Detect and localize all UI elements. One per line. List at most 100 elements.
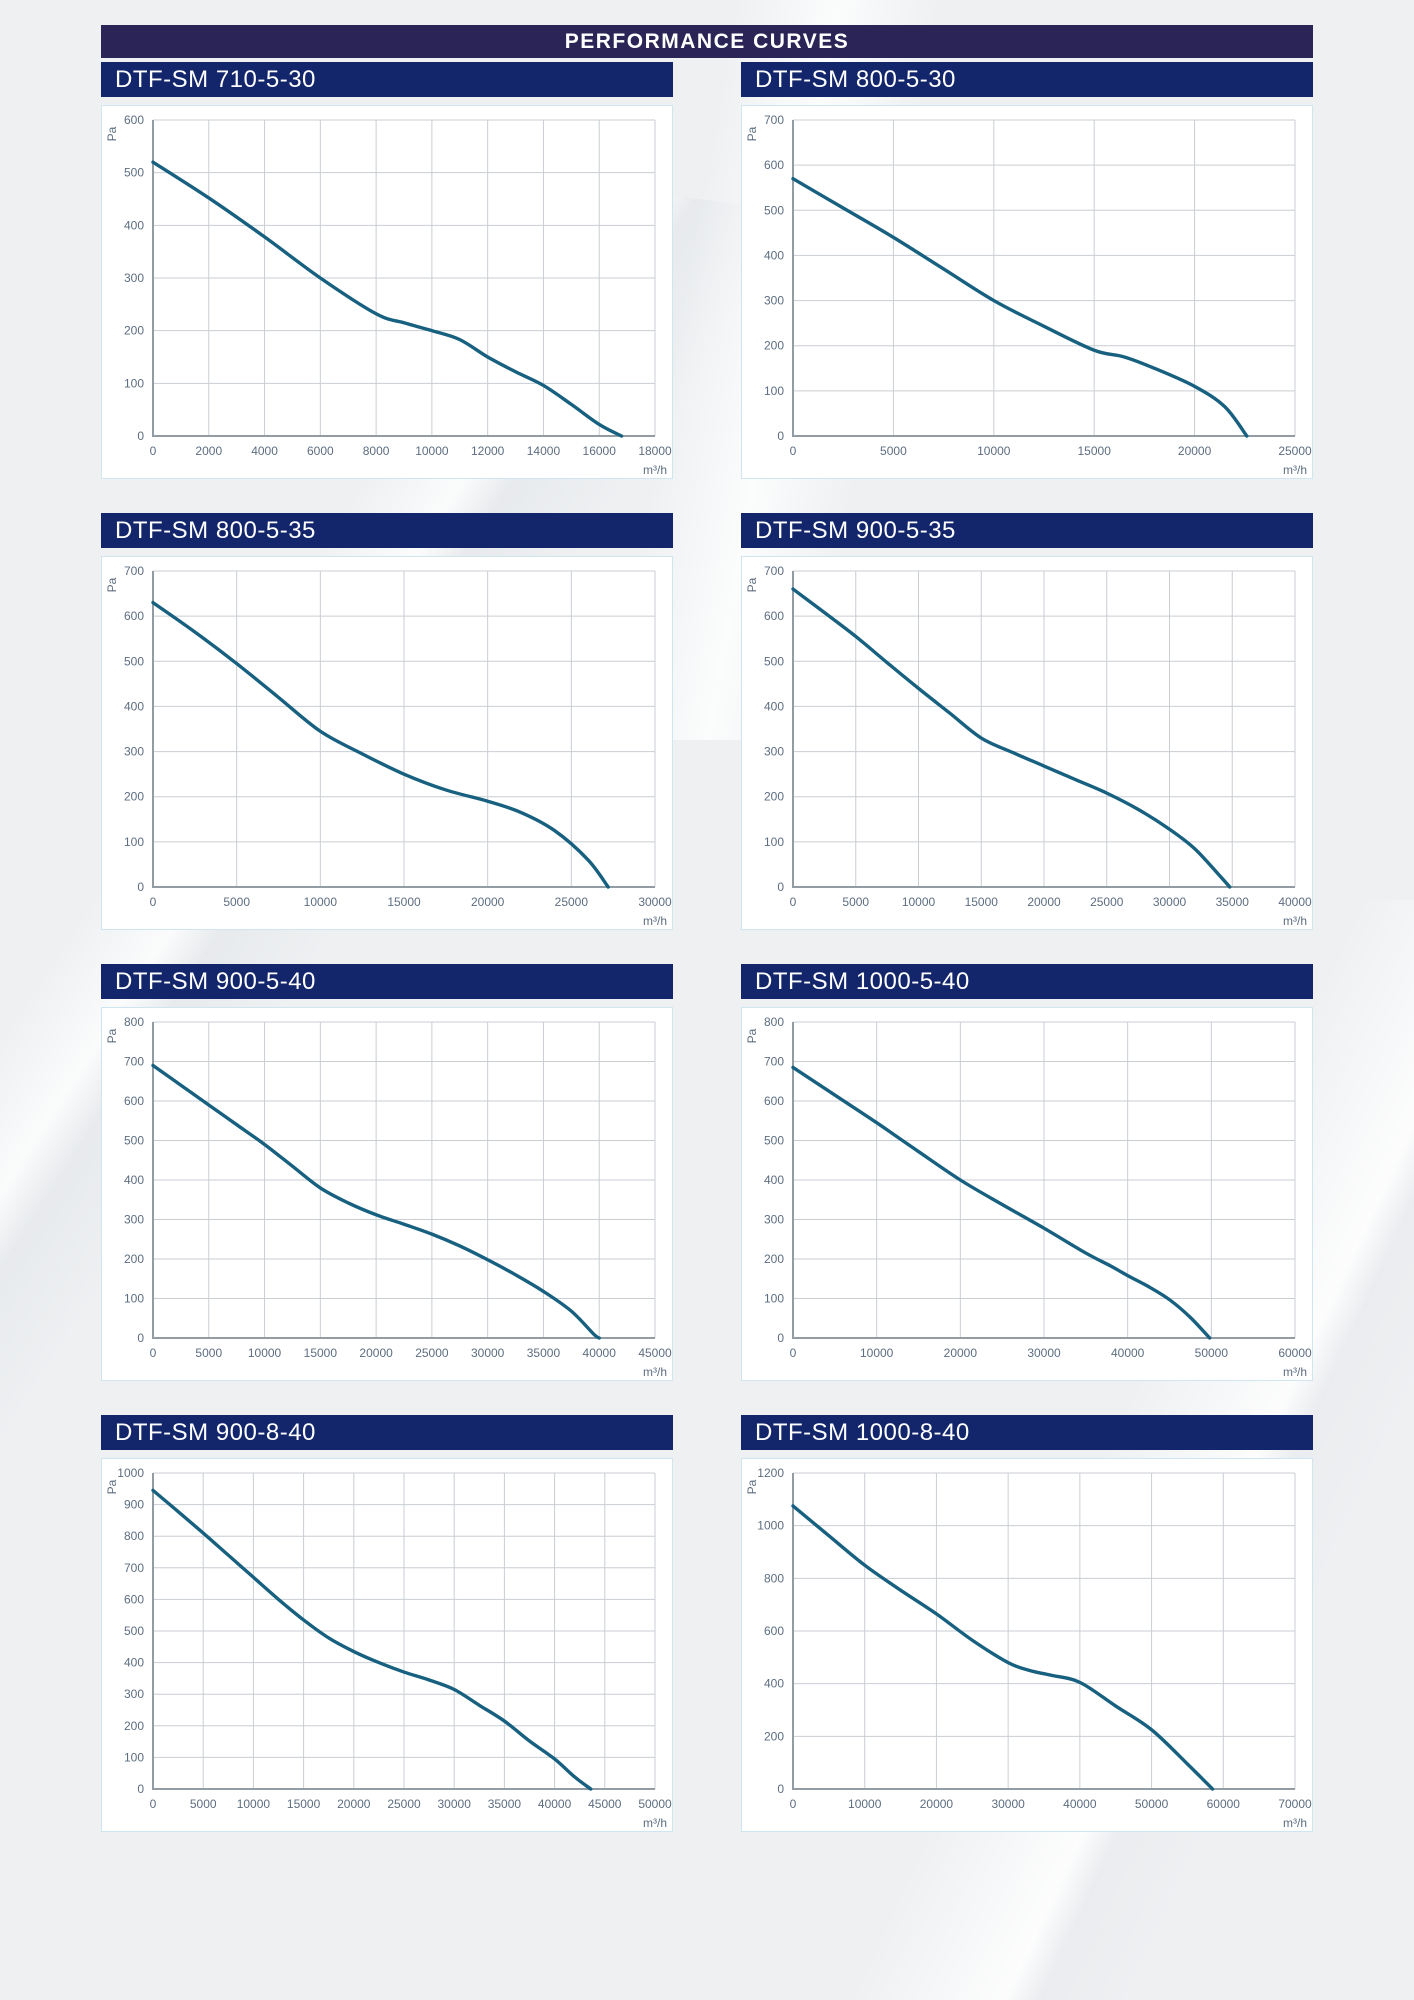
x-tick-label: 8000	[363, 444, 390, 458]
x-tick-label: 16000	[583, 444, 617, 458]
y-tick-label: 300	[764, 1213, 784, 1227]
x-tick-label: 30000	[1027, 1346, 1061, 1360]
x-tick-label: 35000	[488, 1797, 522, 1811]
x-tick-label: 25000	[1090, 895, 1124, 909]
x-tick-label: 20000	[359, 1346, 393, 1360]
x-tick-label: 45000	[638, 1346, 672, 1360]
y-tick-label: 100	[764, 384, 784, 398]
chart-title: DTF-SM 710-5-30	[101, 62, 673, 97]
y-tick-label: 400	[764, 1173, 784, 1187]
x-tick-label: 70000	[1278, 1797, 1312, 1811]
chart-block-dtf-sm-900-8-40: DTF-SM 900-8-40 0 100 200 300 400 500 600 700 800…	[101, 1415, 673, 1832]
x-tick-label: 0	[150, 895, 157, 909]
y-tick-label: 300	[764, 745, 784, 759]
performance-curve-plot: 0 100 200 300 400 500 600 700 800 0 5000 10000 15000…	[105, 1015, 672, 1379]
y-tick-label: 400	[124, 218, 144, 232]
y-tick-label: 800	[764, 1571, 784, 1585]
x-tick-label: 60000	[1278, 1346, 1312, 1360]
chart-block-dtf-sm-800-5-30: DTF-SM 800-5-30 0 100 200 300 400 500 600 700 0 50…	[741, 62, 1313, 479]
x-axis-unit-label: m³/h	[643, 914, 667, 928]
x-tick-label: 20000	[1027, 895, 1061, 909]
x-tick-label: 10000	[848, 1797, 882, 1811]
chart-title: DTF-SM 1000-5-40	[741, 964, 1313, 999]
x-axis-unit-label: m³/h	[643, 1816, 667, 1830]
y-axis-unit-label: Pa	[745, 1028, 759, 1043]
y-axis-unit-label: Pa	[105, 1028, 119, 1043]
y-tick-label: 800	[124, 1015, 144, 1029]
y-axis-unit-label: Pa	[745, 577, 759, 592]
x-axis-unit-label: m³/h	[1283, 1365, 1307, 1379]
x-tick-label: 45000	[588, 1797, 622, 1811]
x-tick-label: 15000	[304, 1346, 338, 1360]
y-tick-label: 200	[124, 1252, 144, 1266]
x-tick-label: 60000	[1207, 1797, 1241, 1811]
y-axis-unit-label: Pa	[105, 577, 119, 592]
x-tick-label: 0	[790, 444, 797, 458]
y-tick-label: 0	[137, 880, 144, 894]
y-tick-label: 0	[777, 1782, 784, 1796]
x-tick-label: 10000	[902, 895, 936, 909]
x-tick-label: 40000	[1063, 1797, 1097, 1811]
chart-title: DTF-SM 900-5-40	[101, 964, 673, 999]
chart-title: DTF-SM 1000-8-40	[741, 1415, 1313, 1450]
x-tick-label: 10000	[977, 444, 1011, 458]
x-tick-label: 10000	[304, 895, 338, 909]
y-tick-label: 600	[124, 1094, 144, 1108]
x-tick-label: 35000	[1216, 895, 1250, 909]
y-tick-label: 300	[124, 1687, 144, 1701]
y-tick-label: 100	[764, 1292, 784, 1306]
y-tick-label: 600	[124, 113, 144, 127]
x-tick-label: 50000	[1195, 1346, 1229, 1360]
x-tick-label: 5000	[190, 1797, 217, 1811]
x-tick-label: 20000	[471, 895, 505, 909]
x-tick-label: 40000	[1111, 1346, 1145, 1360]
x-tick-label: 5000	[842, 895, 869, 909]
x-tick-label: 25000	[387, 1797, 421, 1811]
x-tick-label: 0	[790, 1797, 797, 1811]
x-tick-label: 50000	[1135, 1797, 1169, 1811]
x-tick-label: 10000	[237, 1797, 271, 1811]
x-tick-label: 40000	[538, 1797, 572, 1811]
y-tick-label: 200	[764, 339, 784, 353]
y-tick-label: 500	[124, 1134, 144, 1148]
x-tick-label: 0	[150, 1346, 157, 1360]
y-tick-label: 700	[764, 564, 784, 578]
x-tick-label: 40000	[1278, 895, 1312, 909]
chart-panel: 0 200 400 600 800 1000 1200 0 10000 20000 30000 400…	[741, 1458, 1313, 1832]
performance-curve	[791, 1065, 1212, 1340]
x-tick-label: 6000	[307, 444, 334, 458]
performance-curve	[151, 1063, 601, 1340]
y-tick-label: 100	[124, 835, 144, 849]
chart-panel: 0 100 200 300 400 500 600 700 800 0 5000 10000 15000…	[101, 1007, 673, 1381]
performance-curve-plot: 0 100 200 300 400 500 600 700 0 5000 10000 15000 200…	[745, 113, 1312, 477]
y-tick-label: 1000	[117, 1466, 144, 1480]
performance-curve-plot: 0 100 200 300 400 500 600 700 800 0 10000 20000 3000…	[745, 1015, 1312, 1379]
performance-curve-plot: 0 200 400 600 800 1000 1200 0 10000 20000 30000 400…	[745, 1466, 1312, 1830]
x-axis-unit-label: m³/h	[1283, 914, 1307, 928]
y-tick-label: 0	[777, 880, 784, 894]
y-tick-label: 200	[124, 1719, 144, 1733]
performance-curve	[791, 1504, 1215, 1791]
y-tick-label: 0	[137, 1782, 144, 1796]
y-axis-unit-label: Pa	[745, 1479, 759, 1494]
chart-panel: 0 100 200 300 400 500 600 0 2000 4000 6000 8000 1000…	[101, 105, 673, 479]
y-tick-label: 100	[124, 376, 144, 390]
x-tick-label: 12000	[471, 444, 505, 458]
x-tick-label: 15000	[965, 895, 999, 909]
y-axis-unit-label: Pa	[745, 126, 759, 141]
chart-panel: 0 100 200 300 400 500 600 700 800 900 1000 0 5000 100…	[101, 1458, 673, 1832]
x-tick-label: 40000	[583, 1346, 617, 1360]
y-tick-label: 700	[124, 564, 144, 578]
x-tick-label: 30000	[991, 1797, 1025, 1811]
performance-curves-grid: DTF-SM 710-5-30 0 100 200 300 400 500 600 0 2000 4…	[101, 62, 1313, 1832]
chart-block-dtf-sm-900-5-40: DTF-SM 900-5-40 0 100 200 300 400 500 600 700 800…	[101, 964, 673, 1381]
y-tick-label: 0	[137, 1331, 144, 1345]
chart-block-dtf-sm-800-5-35: DTF-SM 800-5-35 0 100 200 300 400 500 600 700 0 50…	[101, 513, 673, 930]
y-tick-label: 800	[124, 1529, 144, 1543]
x-tick-label: 0	[150, 444, 157, 458]
y-tick-label: 1000	[757, 1519, 784, 1533]
x-tick-label: 5000	[880, 444, 907, 458]
x-tick-label: 15000	[387, 895, 421, 909]
x-tick-label: 25000	[555, 895, 589, 909]
